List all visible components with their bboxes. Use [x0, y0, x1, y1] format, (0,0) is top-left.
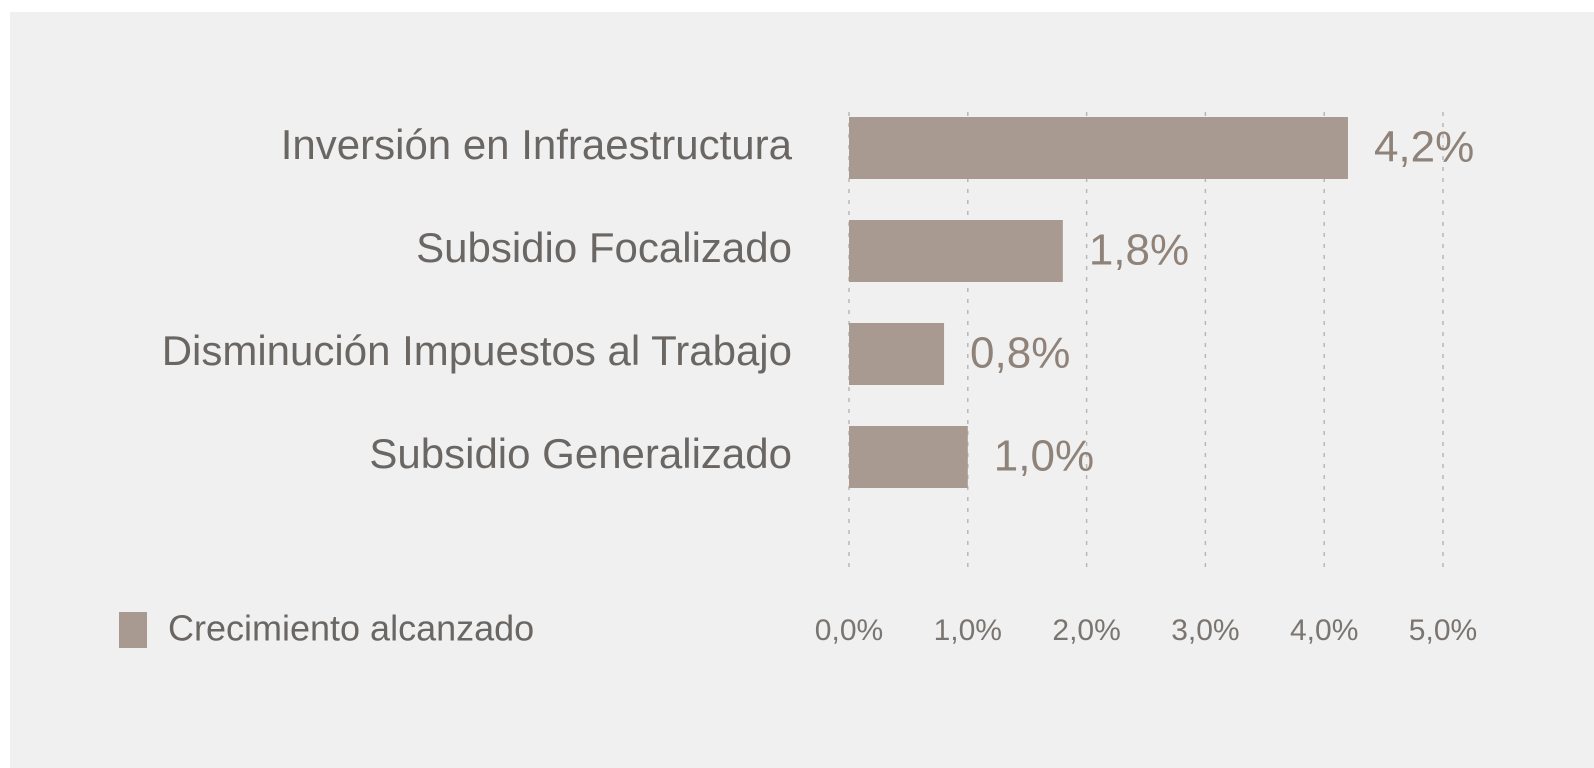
value-label: 1,8% — [1089, 226, 1189, 275]
category-label: Disminución Impuestos al Trabajo — [162, 327, 792, 374]
x-tick-label: 3,0% — [1171, 614, 1239, 647]
bar — [849, 117, 1348, 179]
bar — [849, 426, 968, 488]
category-label: Subsidio Generalizado — [369, 430, 792, 477]
value-label: 4,2% — [1374, 123, 1474, 172]
legend-label: Crecimiento alcanzado — [168, 608, 534, 649]
category-label: Subsidio Focalizado — [416, 224, 792, 271]
x-tick-label: 5,0% — [1409, 614, 1477, 647]
x-tick-label: 1,0% — [934, 614, 1002, 647]
value-label: 1,0% — [994, 432, 1094, 481]
value-label: 0,8% — [970, 329, 1070, 378]
x-tick-label: 2,0% — [1052, 614, 1120, 647]
legend-swatch — [119, 612, 147, 648]
x-tick-label: 0,0% — [815, 614, 883, 647]
x-tick-label: 4,0% — [1290, 614, 1358, 647]
category-label: Inversión en Infraestructura — [281, 121, 793, 168]
bar — [849, 323, 945, 385]
bar — [849, 220, 1063, 282]
chart-background — [10, 12, 1594, 768]
